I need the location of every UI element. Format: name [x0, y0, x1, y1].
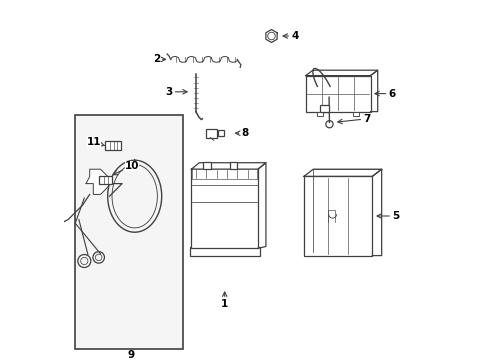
Text: 8: 8: [235, 128, 248, 138]
Bar: [320, 105, 328, 112]
Bar: [105, 141, 121, 150]
Text: 10: 10: [113, 161, 139, 175]
Text: 1: 1: [221, 292, 228, 309]
Text: 3: 3: [165, 87, 187, 97]
Text: 4: 4: [283, 31, 298, 41]
Text: 11: 11: [86, 137, 104, 147]
Bar: [352, 112, 359, 116]
Bar: [218, 130, 224, 136]
Bar: [316, 112, 323, 116]
Text: 9: 9: [127, 350, 134, 360]
Text: 5: 5: [376, 211, 399, 221]
Bar: [191, 169, 258, 248]
Bar: [203, 162, 210, 169]
Text: 2: 2: [152, 54, 165, 64]
Bar: [75, 115, 183, 349]
Bar: [305, 76, 370, 112]
Text: 7: 7: [337, 114, 370, 124]
Bar: [303, 176, 371, 256]
Polygon shape: [86, 169, 111, 194]
Bar: [99, 176, 112, 184]
Bar: [189, 247, 259, 256]
Text: 6: 6: [374, 89, 395, 99]
Bar: [192, 169, 256, 179]
Bar: [205, 129, 217, 138]
Bar: [229, 162, 237, 169]
